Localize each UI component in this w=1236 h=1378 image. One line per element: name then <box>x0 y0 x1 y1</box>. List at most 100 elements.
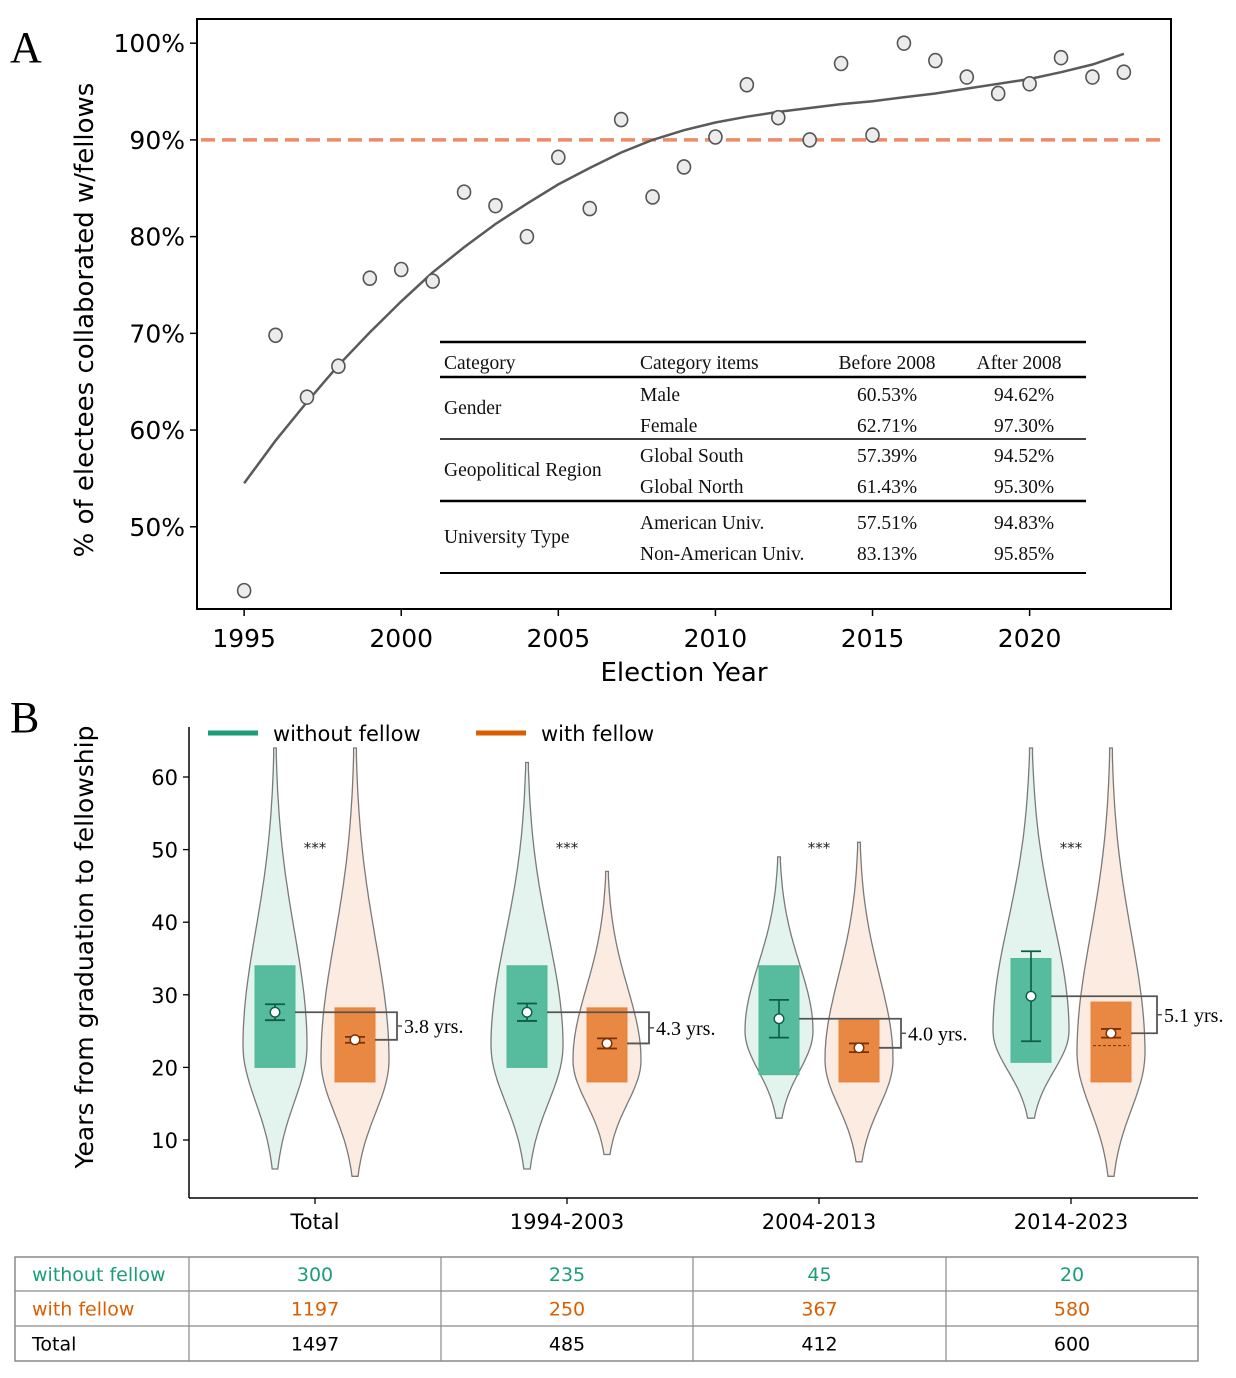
trend-line <box>243 52 1125 485</box>
table-item: Global North <box>640 477 744 498</box>
panel-a-label: A <box>10 23 42 72</box>
x-tick-label: 1995 <box>212 624 276 653</box>
significance-marker: *** <box>556 839 579 857</box>
violin-group-2004-2013: 4.0 yrs. *** <box>744 839 967 1163</box>
iqr-box-without-fellow <box>506 965 548 1068</box>
data-point <box>865 127 880 143</box>
data-point <box>268 327 283 344</box>
count-table-cell: 367 <box>801 1299 837 1321</box>
count-table-cell: 1197 <box>291 1299 339 1321</box>
table-category: Gender <box>444 398 502 419</box>
significance-marker: *** <box>304 839 327 857</box>
table-category: Geopolitical Region <box>444 460 602 481</box>
table-item: Male <box>640 385 680 406</box>
violin-group-1994-2003: 4.3 yrs. *** <box>490 761 715 1170</box>
table-header-items: Category items <box>640 353 759 374</box>
count-table-row: with fellow 1197 250 367 580 <box>32 1299 1090 1321</box>
table-before-value: 83.13% <box>857 544 917 565</box>
data-point <box>331 358 346 375</box>
data-point <box>1053 49 1069 66</box>
data-point <box>582 200 598 217</box>
data-point <box>708 129 723 145</box>
panel-a-x-label: Election Year <box>600 658 767 688</box>
iqr-box-with-fellow <box>1090 1001 1132 1083</box>
data-point <box>551 149 566 166</box>
count-table-row: Total 1497 485 412 600 <box>31 1334 1090 1356</box>
y-tick-label: 70% <box>129 319 185 348</box>
y-tick-label: 50 <box>151 839 178 863</box>
scatter-points <box>236 35 1132 599</box>
legend-label-with-fellow: with fellow <box>541 722 654 746</box>
difference-label: 4.0 yrs. <box>908 1023 967 1045</box>
x-tick-label: 2015 <box>841 624 905 653</box>
count-table-row-label: without fellow <box>32 1264 166 1286</box>
data-point <box>770 109 786 126</box>
count-table-cell: 235 <box>549 1264 585 1286</box>
table-after-value: 94.62% <box>994 385 1054 406</box>
data-point <box>833 55 849 72</box>
panel-a-chart: 50% 60% 70% 80% 90% 100% 1995 2000 2005 2010 2015… <box>70 18 1172 688</box>
y-tick-label: 60% <box>129 416 185 445</box>
table-header-after: After 2008 <box>976 353 1061 374</box>
inset-table: Category Category items Before 2008 Afte… <box>440 340 1086 574</box>
table-before-value: 61.43% <box>857 477 917 498</box>
count-table-cell: 1497 <box>291 1334 339 1356</box>
data-point <box>236 582 252 599</box>
y-tick-label: 100% <box>114 29 185 58</box>
difference-label: 4.3 yrs. <box>656 1018 715 1040</box>
panel-b-x-axis: Total 1994-2003 2004-2013 2014-2023 <box>289 1198 1128 1234</box>
y-tick-label: 80% <box>129 223 185 252</box>
table-after-value: 95.30% <box>994 477 1054 498</box>
table-item: Female <box>640 416 697 437</box>
count-table-cell: 250 <box>549 1299 585 1321</box>
data-point <box>456 184 472 200</box>
x-tick-label: 2014-2023 <box>1014 1210 1128 1234</box>
mean-marker-without-fellow <box>521 1006 533 1018</box>
count-table-row-label: Total <box>31 1334 76 1356</box>
difference-label: 5.1 yrs. <box>1164 1005 1223 1027</box>
count-table-cell: 412 <box>801 1334 837 1356</box>
table-after-value: 94.52% <box>994 446 1054 467</box>
table-item: Global South <box>640 446 744 467</box>
y-tick-label: 90% <box>129 126 185 155</box>
table-category: University Type <box>444 527 570 548</box>
count-table-cell: 580 <box>1054 1299 1090 1321</box>
count-table-cell: 300 <box>297 1264 333 1286</box>
data-point <box>299 389 315 405</box>
data-point <box>645 189 660 205</box>
data-point <box>896 35 912 51</box>
data-point <box>1085 69 1100 85</box>
count-table-row: without fellow 300 235 45 20 <box>32 1264 1084 1286</box>
count-table-cell: 600 <box>1054 1334 1090 1356</box>
significance-marker: *** <box>808 839 831 857</box>
table-item: Non-American Univ. <box>640 544 804 565</box>
count-table-frame <box>14 1256 1199 1362</box>
x-tick-label: 1994-2003 <box>510 1210 624 1234</box>
table-header-before: Before 2008 <box>839 353 936 374</box>
y-tick-label: 10 <box>151 1129 178 1153</box>
violin-with-fellow <box>824 841 894 1163</box>
table-after-value: 95.85% <box>994 544 1054 565</box>
y-tick-label: 20 <box>151 1056 178 1080</box>
panel-a-y-axis: 50% 60% 70% 80% 90% 100% <box>114 29 197 542</box>
table-after-value: 97.30% <box>994 416 1054 437</box>
table-before-value: 62.71% <box>857 416 917 437</box>
significance-marker: *** <box>1060 839 1083 857</box>
data-point <box>1116 64 1132 80</box>
mean-marker-with-fellow <box>349 1034 361 1046</box>
mean-marker-without-fellow <box>773 1013 785 1025</box>
x-tick-label: 2010 <box>684 624 748 653</box>
table-before-value: 60.53% <box>857 385 917 406</box>
difference-label: 3.8 yrs. <box>404 1016 463 1038</box>
panel-b-chart: 10 20 30 40 50 60 Total 1994-2003 2004-2013 2014… <box>70 722 1223 1234</box>
violin-group-2014-2023: 5.1 yrs. *** <box>992 747 1223 1177</box>
data-point <box>959 69 975 85</box>
x-tick-label: 2004-2013 <box>762 1210 876 1234</box>
data-point <box>990 85 1006 102</box>
y-tick-label: 30 <box>151 984 178 1008</box>
panel-b-y-axis: 10 20 30 40 50 60 <box>151 766 189 1153</box>
count-table-cell: 20 <box>1060 1264 1084 1286</box>
mean-marker-with-fellow <box>1105 1027 1117 1039</box>
y-tick-label: 60 <box>151 766 178 790</box>
